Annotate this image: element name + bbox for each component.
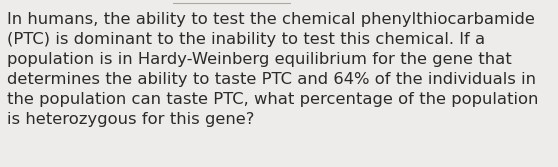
Text: In humans, the ability to test the chemical phenylthiocarbamide
(PTC) is dominan: In humans, the ability to test the chemi… <box>7 12 538 127</box>
